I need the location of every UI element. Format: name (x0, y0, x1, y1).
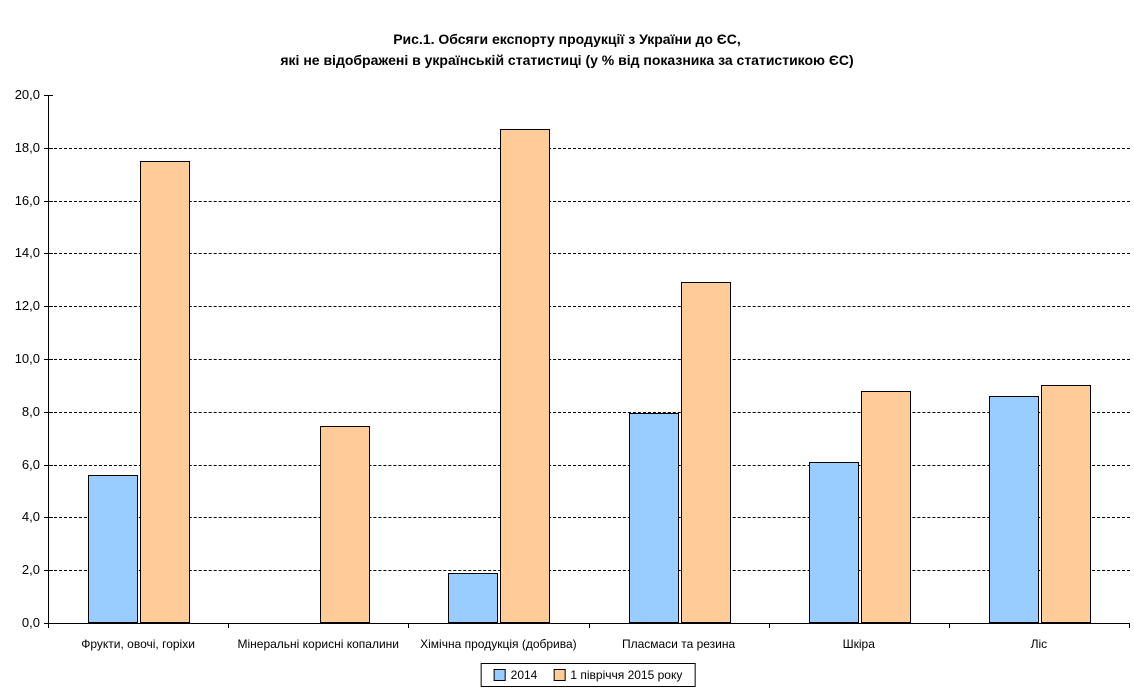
gridline (49, 411, 1130, 413)
y-axis-tick (44, 306, 53, 308)
chart-title-line2: які не відображені в українській статист… (280, 52, 854, 68)
bar-1-півріччя-2015-року-3 (500, 129, 551, 623)
x-category-label: Шкіра (842, 637, 875, 651)
y-axis-label: 18,0 (14, 139, 40, 155)
bar-1-півріччя-2015-року-2 (320, 426, 371, 623)
gridline (49, 517, 1130, 519)
gridline (49, 306, 1130, 308)
plot-area (48, 95, 1130, 624)
y-axis-tick (44, 253, 53, 255)
y-axis-label: 10,0 (14, 351, 40, 366)
x-axis-tick (948, 624, 950, 628)
y-axis-label: 12,0 (14, 298, 40, 314)
y-axis-label: 6,0 (21, 456, 40, 472)
legend: 2014 1 півріччя 2015 року (480, 663, 696, 687)
y-axis-tick (44, 200, 53, 202)
bar-2014-3 (448, 572, 499, 623)
x-axis-tick (1129, 624, 1130, 628)
y-axis-label: 16,0 (14, 192, 40, 208)
x-axis-tick (48, 624, 49, 628)
y-axis-tick (44, 623, 53, 624)
gridline (49, 464, 1130, 466)
legend-item-2015h1: 1 півріччя 2015 року (553, 668, 682, 682)
gridline (49, 359, 1130, 360)
y-axis-tick (44, 147, 53, 149)
x-axis-tick (768, 624, 770, 628)
gridline (49, 147, 1130, 149)
y-axis-tick (44, 411, 53, 413)
x-category-label: Мінеральні корисні копалини (237, 637, 400, 651)
gridline (49, 570, 1130, 572)
x-axis-tick (408, 624, 410, 628)
x-category-label: Ліс (1030, 637, 1048, 651)
x-category-label: Пласмаси та резина (621, 637, 736, 651)
y-axis-tick (44, 95, 53, 96)
chart-title: Рис.1. Обсяги експорту продукції з Украї… (0, 29, 1134, 71)
bar-2014-5 (808, 461, 859, 623)
bar-2014-6 (988, 395, 1039, 623)
legend-swatch-2015h1 (553, 669, 566, 681)
y-axis-label: 2,0 (21, 562, 40, 578)
y-axis-tick (44, 570, 53, 572)
legend-label-2015h1: 1 півріччя 2015 року (570, 668, 683, 682)
legend-label-2014: 2014 (510, 668, 538, 682)
y-axis-tick (44, 517, 53, 519)
y-axis-label: 14,0 (14, 245, 40, 261)
legend-item-2014: 2014 (493, 668, 538, 682)
bar-1-півріччя-2015-року-6 (1040, 385, 1091, 623)
x-category-label: Хімічна продукція (добрива) (420, 637, 577, 651)
bar-1-півріччя-2015-року-1 (140, 161, 191, 623)
x-axis-tick (588, 624, 590, 628)
bar-2014-1 (88, 475, 139, 623)
y-axis-tick (44, 464, 53, 466)
bar-2014-4 (628, 413, 679, 623)
x-axis-tick (228, 624, 230, 628)
y-axis-label: 20,0 (14, 87, 40, 102)
x-category-label: Фрукти, овочі, горіхи (81, 637, 195, 651)
gridline (49, 253, 1130, 255)
legend-swatch-2014 (493, 669, 506, 681)
y-axis-tick (44, 359, 53, 360)
chart-title-line1: Рис.1. Обсяги експорту продукції з Украї… (393, 31, 741, 47)
bar-1-півріччя-2015-року-5 (860, 390, 911, 623)
y-axis-label: 0,0 (21, 615, 40, 630)
y-axis-label: 8,0 (21, 403, 40, 419)
bar-1-півріччя-2015-року-4 (680, 282, 731, 623)
y-axis-label: 4,0 (21, 509, 40, 525)
gridline (49, 200, 1130, 202)
